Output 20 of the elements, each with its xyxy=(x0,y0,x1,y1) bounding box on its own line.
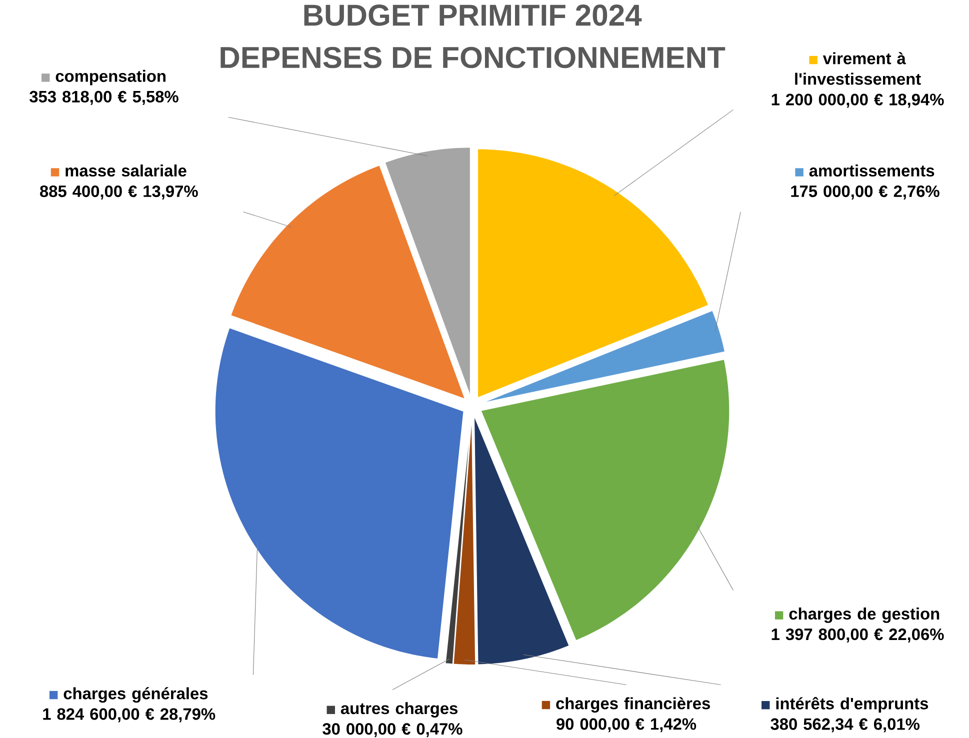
legend-label: compensation xyxy=(56,70,166,85)
legend-label: charges générales xyxy=(64,686,208,702)
legend-label: autres charges xyxy=(340,702,458,718)
data-label: 90 000,00 € 1,42% xyxy=(556,718,696,732)
data-label: 353 818,00 € 5,58% xyxy=(30,90,178,105)
data-label: 1 397 800,00 € 22,06% xyxy=(772,628,944,642)
data-label: 1 200 000,00 € 18,94% xyxy=(772,94,944,108)
chart-title: BUDGET PRIMITIF 2024 xyxy=(304,4,642,26)
data-label: 175 000,00 € 2,76% xyxy=(791,185,940,200)
data-label: 885 400,00 € 13,97% xyxy=(40,185,198,200)
legend-label: intérêts d'emprunts xyxy=(776,696,928,712)
chart-subtitle: DEPENSES DE FONCTIONNEMENT xyxy=(220,46,726,68)
legend-label: amortissements xyxy=(809,164,934,176)
data-label: 30 000,00 € 0,47% xyxy=(322,722,462,737)
data-label: 380 562,34 € 6,01% xyxy=(770,718,920,732)
data-label: 1 824 600,00 € 28,79% xyxy=(43,708,216,722)
legend-label: masse salariale xyxy=(66,164,186,176)
legend-label: virement à l'investissement xyxy=(795,52,921,85)
legend-label: charges de gestion xyxy=(789,607,940,623)
legend-label: charges financières xyxy=(556,696,710,712)
